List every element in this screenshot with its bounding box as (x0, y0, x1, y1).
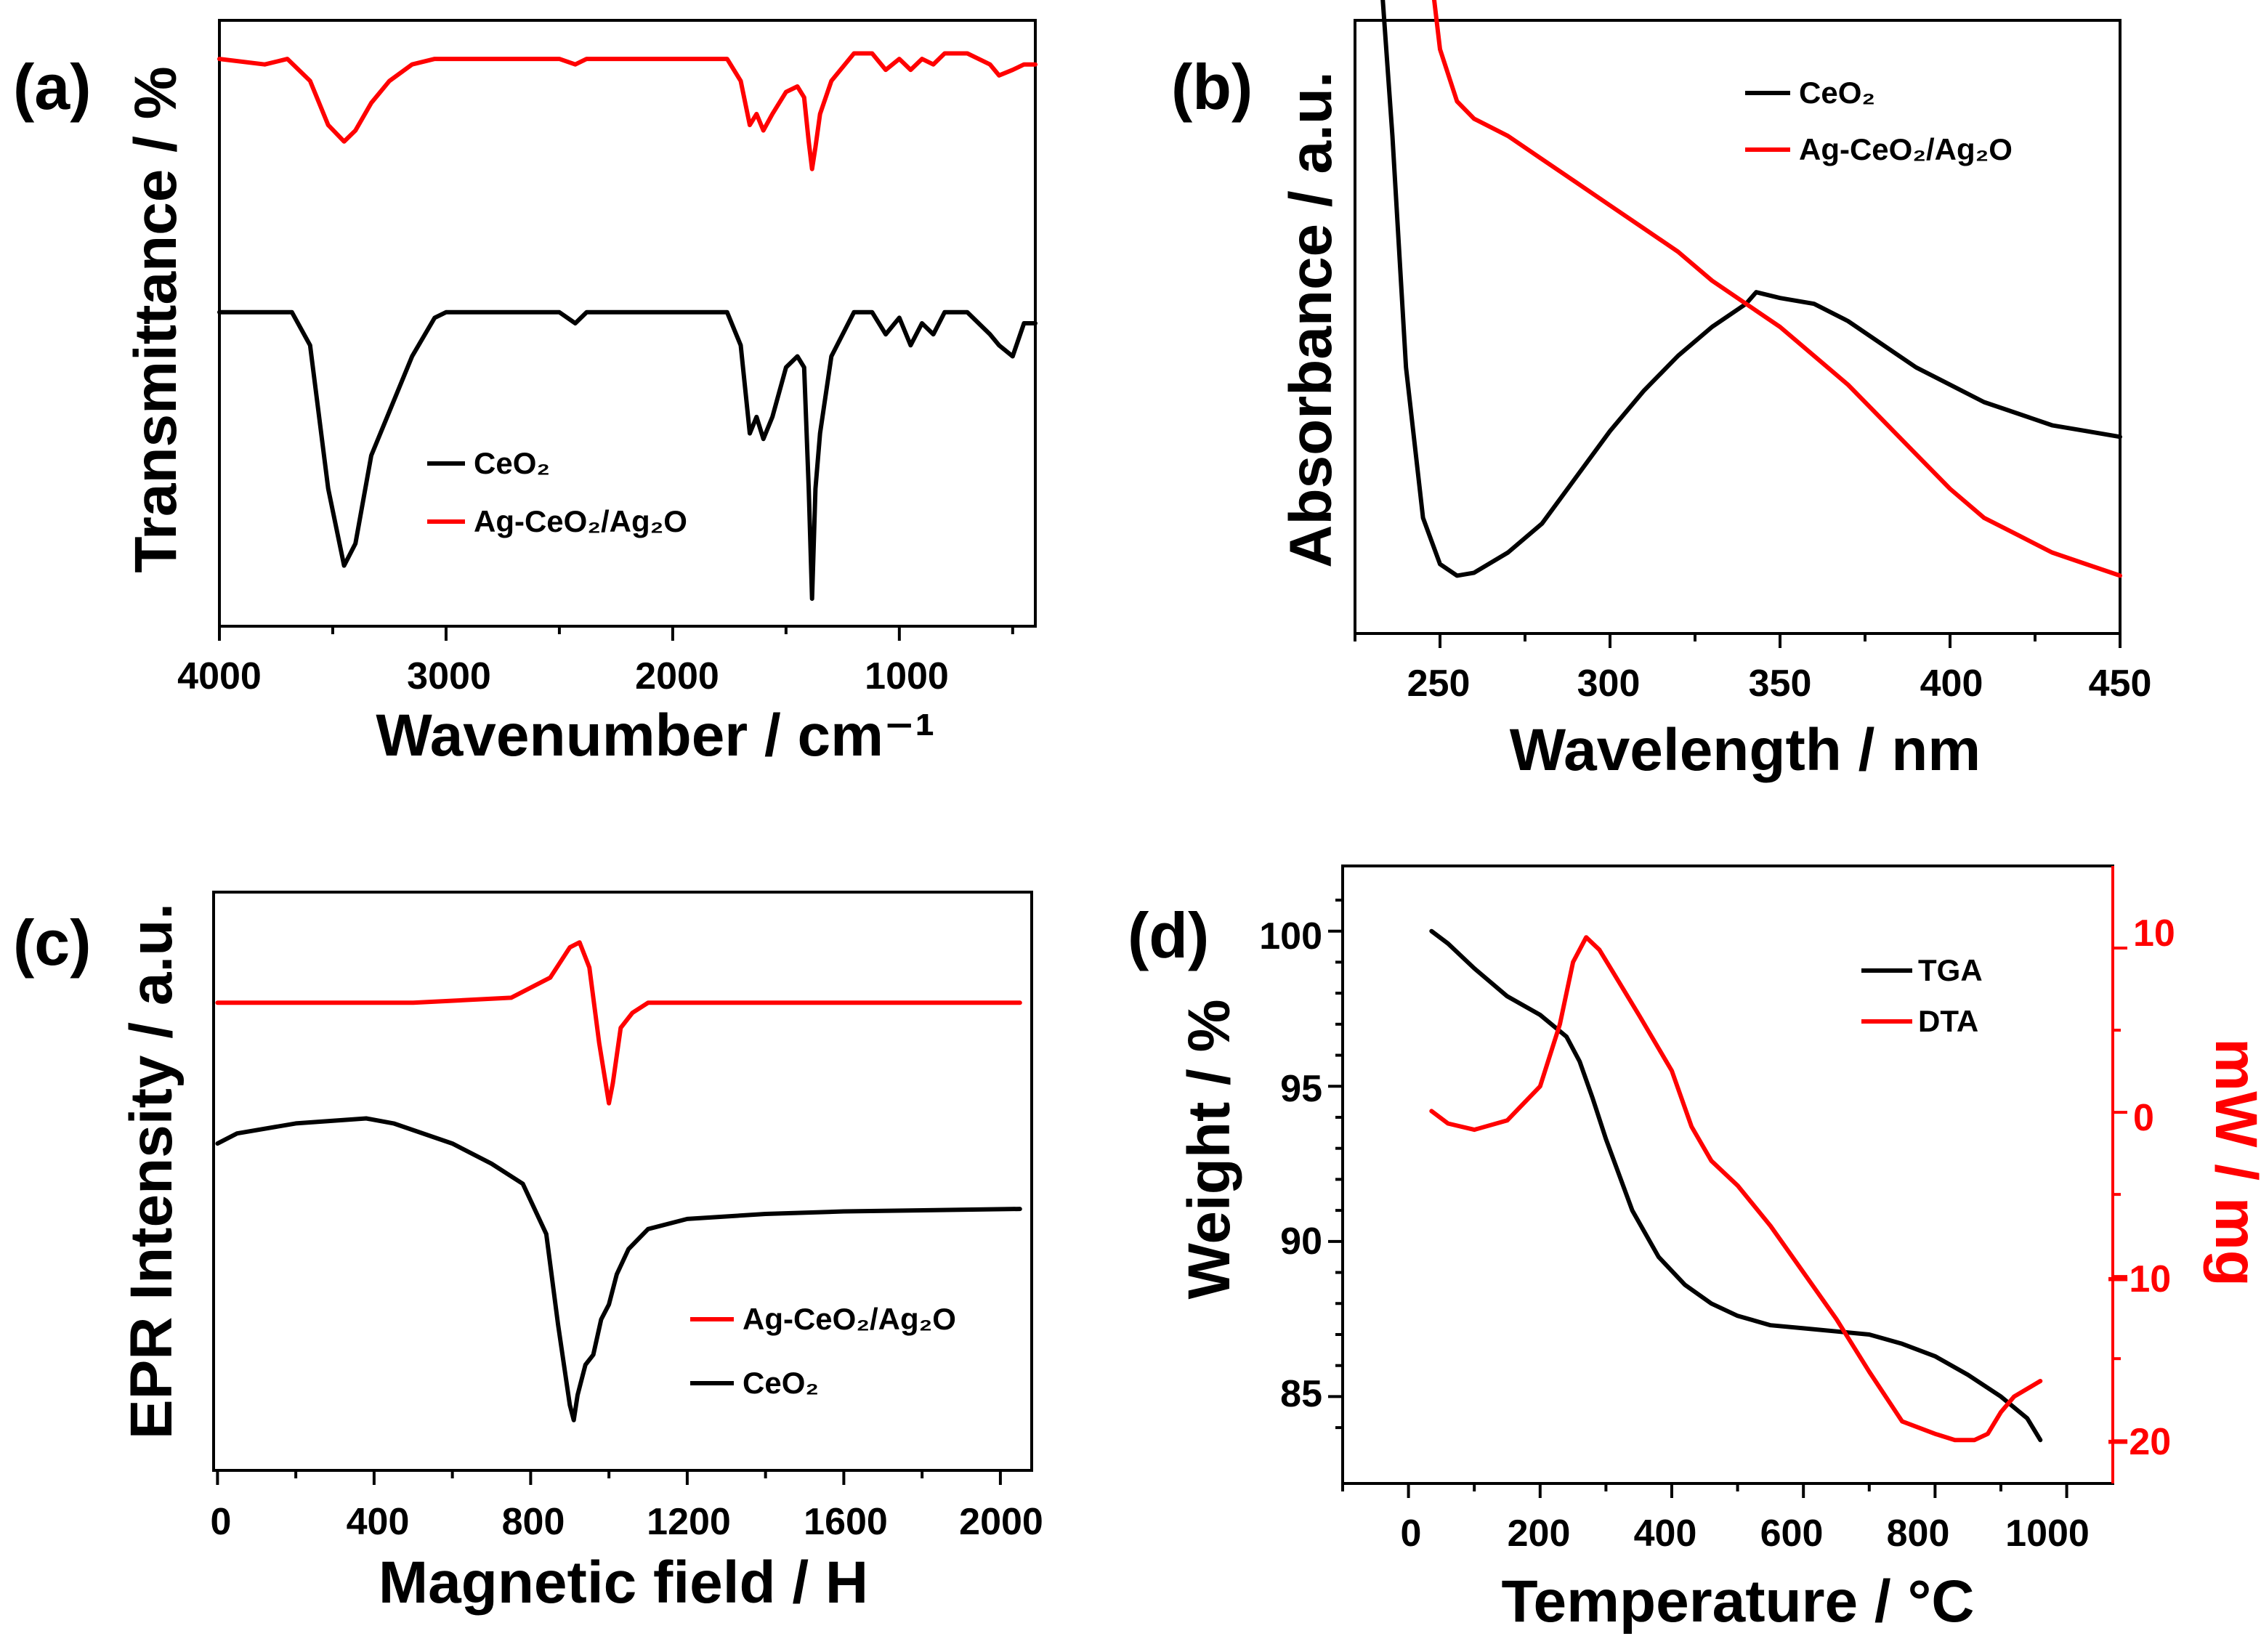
panel-a-xlabel: Wavenumber / cm⁻¹ (376, 702, 934, 769)
panel-b-legend: CeO₂ Ag-CeO₂/Ag₂O (1745, 76, 2013, 166)
panel-d-xtick-200: 200 (1508, 1513, 1571, 1555)
panel-d-xtick-0: 0 (1401, 1513, 1422, 1555)
panel-c-xtick-800: 800 (502, 1501, 565, 1543)
panel-d-ytick-95: 95 (1280, 1068, 1322, 1110)
panel-d-label: (d) (1128, 899, 1209, 971)
panel-d-series-black (1429, 928, 2043, 1443)
panel-d-ytick-100: 100 (1259, 915, 1322, 957)
panel-c-xtick-0: 0 (211, 1501, 232, 1543)
panel-b-xlabel: Wavelength / nm (1510, 717, 1981, 783)
panel-a-xtick-3000: 3000 (407, 655, 491, 697)
panel-c-ylabel: EPR Intensity / a.u. (118, 903, 185, 1439)
panel-c-ticks: 0 400 800 1200 1600 2000 (211, 1501, 1043, 1543)
panel-a-ticks: 4000 3000 2000 1000 (177, 655, 949, 697)
panel-b-xtick-350: 350 (1749, 663, 1812, 705)
panel-d-series-red (1429, 935, 2043, 1443)
panel-d-xtick-400: 400 (1634, 1513, 1697, 1555)
panel-b-ylabel: Absorbance / a.u. (1278, 71, 1344, 568)
panel-b-series-red (1431, 0, 2122, 578)
panel-a-xtick-1000: 1000 (865, 655, 949, 697)
panel-c-legend: Ag-CeO₂/Ag₂O CeO₂ (690, 1302, 956, 1400)
panel-c-frame (212, 891, 1033, 1472)
panel-c-xtick-400: 400 (347, 1501, 410, 1543)
panel-d: (d) Weight / % mW / mg Temperature / °C … (1128, 899, 2261, 1635)
panel-a: (a) Transmittance / % Wavenumber / cm⁻¹ … (13, 51, 949, 769)
panel-c: (c) EPR Intensity / a.u. Magnetic field … (13, 903, 1043, 1616)
panel-b-ticks: 250 300 350 400 450 (1407, 663, 2152, 705)
panel-b-xtick-450: 450 (2089, 663, 2152, 705)
panel-c-xtick-2000: 2000 (959, 1501, 1043, 1543)
panel-c-legend-ceo2: CeO₂ (743, 1366, 819, 1400)
panel-a-legend: CeO₂ Ag-CeO₂/Ag₂O (427, 446, 687, 538)
panel-d-ylabel-right: mW / mg (2203, 1038, 2261, 1287)
panel-b-frame (1354, 19, 2122, 635)
panel-d-xtick-600: 600 (1760, 1513, 1824, 1555)
panel-b: (b) Absorbance / a.u. Wavelength / nm 25… (1171, 51, 2151, 783)
panel-c-series-black (215, 1116, 1022, 1422)
panel-d-yticks: 85 90 95 100 (1259, 915, 1322, 1415)
panel-d-legend: TGA DTA (1861, 953, 1983, 1038)
panel-d-xticks: 0 200 400 600 800 1000 (1401, 1513, 2090, 1555)
panel-d-legend-dta: DTA (1918, 1004, 1978, 1038)
panel-b-xtick-400: 400 (1920, 663, 1983, 705)
panel-d-ytick-90: 90 (1280, 1220, 1322, 1263)
panel-a-legend-ceo2: CeO₂ (474, 446, 550, 480)
panel-b-series-black (1380, 0, 2122, 578)
panel-d-legend-tga: TGA (1918, 953, 1983, 987)
panel-a-label: (a) (13, 51, 92, 123)
panel-b-legend-ceo2: CeO₂ (1799, 76, 1875, 110)
panel-d-xtick-1000: 1000 (2005, 1513, 2090, 1555)
panel-d-ytick-right-minus10: −10 (2107, 1258, 2171, 1300)
panel-d-ytick-right-0: 0 (2133, 1097, 2154, 1139)
panel-b-xtick-300: 300 (1577, 663, 1641, 705)
panel-a-xtick-4000: 4000 (177, 655, 262, 697)
panel-b-xtick-250: 250 (1407, 663, 1471, 705)
panel-c-xtick-1200: 1200 (647, 1501, 731, 1543)
panel-a-series-red (217, 51, 1038, 171)
panel-c-xtick-1600: 1600 (804, 1501, 888, 1543)
panel-d-ytick-85: 85 (1280, 1373, 1322, 1415)
panel-a-xtick-2000: 2000 (635, 655, 719, 697)
panel-a-legend-agceo2: Ag-CeO₂/Ag₂O (474, 504, 687, 538)
plot-layer (212, 0, 2127, 1498)
panel-c-label: (c) (13, 907, 92, 979)
panel-c-legend-agceo2: Ag-CeO₂/Ag₂O (743, 1302, 956, 1336)
panel-a-series-black (217, 309, 1038, 602)
panel-b-legend-agceo2: Ag-CeO₂/Ag₂O (1799, 132, 2013, 166)
panel-d-yticks-right: 10 0 −10 −20 (2107, 912, 2175, 1463)
panel-b-label: (b) (1171, 51, 1253, 123)
panel-c-xlabel: Magnetic field / H (379, 1550, 868, 1616)
panel-d-ylabel: Weight / % (1176, 999, 1242, 1299)
panel-d-ytick-right-10: 10 (2133, 912, 2175, 955)
panel-d-xlabel: Temperature / °C (1502, 1568, 1975, 1635)
panel-a-ylabel: Transmittance / % (123, 66, 189, 572)
panel-d-xtick-800: 800 (1887, 1513, 1950, 1555)
panel-c-series-red (215, 940, 1022, 1106)
